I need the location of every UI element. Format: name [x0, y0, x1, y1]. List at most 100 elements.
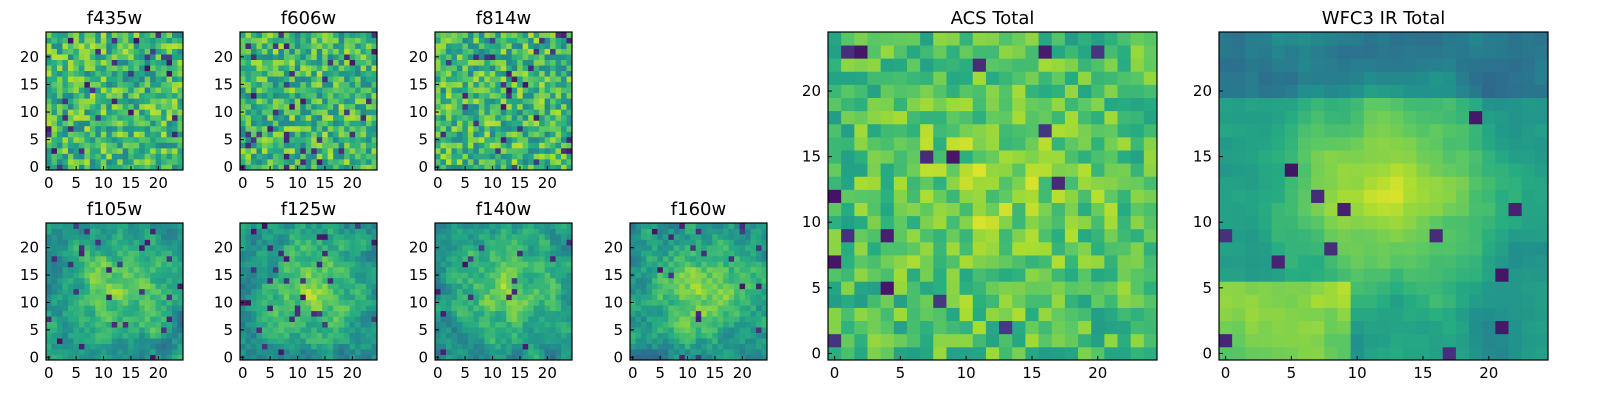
heatmap-cell	[495, 109, 502, 116]
heatmap-cell	[544, 65, 551, 72]
heatmap-cell	[657, 233, 664, 240]
heatmap-cell	[880, 320, 895, 335]
heatmap-cell	[456, 153, 463, 160]
heatmap-cell	[506, 59, 513, 66]
heatmap-cell	[695, 239, 702, 246]
heatmap-cell	[673, 349, 680, 355]
heatmap-cell	[972, 333, 987, 348]
heatmap-cell	[728, 299, 735, 306]
heatmap-cell	[657, 349, 664, 355]
heatmap-cell	[933, 346, 947, 361]
heatmap-cell	[311, 54, 318, 60]
heatmap-cell	[294, 92, 301, 99]
heatmap-cell	[1012, 346, 1026, 361]
heatmap-cell	[679, 261, 686, 268]
heatmap-cell	[533, 125, 540, 132]
heatmap-cell	[745, 321, 751, 328]
heatmap-cell	[500, 228, 507, 235]
heatmap-cell	[133, 103, 140, 110]
heatmap-cell	[128, 239, 135, 246]
heatmap-cell	[533, 228, 540, 235]
heatmap-cell	[489, 305, 496, 312]
heatmap-cell	[289, 255, 296, 262]
heatmap-cell	[89, 239, 96, 246]
heatmap-cell	[451, 65, 458, 72]
heatmap-cell	[366, 98, 372, 105]
heatmap-cell	[283, 59, 290, 66]
heatmap-cell	[333, 65, 340, 72]
heatmap-cell	[690, 288, 697, 295]
heatmap-cell	[451, 76, 458, 83]
heatmap-cell	[300, 76, 307, 83]
heatmap-cell	[300, 103, 307, 110]
heatmap-cell	[739, 239, 746, 246]
heatmap-cell	[500, 277, 507, 284]
heatmap-cell	[668, 327, 675, 333]
heatmap-cell	[533, 103, 540, 110]
heatmap-cell	[723, 288, 730, 295]
x-tick-label: 15	[121, 364, 140, 382]
heatmap-cell	[533, 349, 540, 355]
heatmap-cell	[245, 65, 252, 72]
heatmap-cell	[478, 272, 485, 279]
heatmap-cell	[495, 349, 502, 355]
heatmap-cell	[267, 81, 274, 88]
heatmap-cell	[133, 147, 140, 154]
heatmap-cell	[51, 81, 58, 88]
heatmap-cell	[366, 136, 372, 143]
heatmap-cell	[489, 223, 496, 229]
heatmap-cell	[73, 142, 80, 149]
heatmap-cell	[111, 153, 118, 160]
heatmap-cell	[338, 164, 345, 171]
heatmap-cell	[245, 338, 252, 344]
heatmap-cell	[640, 283, 647, 290]
heatmap-cell	[261, 272, 268, 279]
heatmap-cell	[467, 37, 474, 44]
heatmap-cell	[517, 228, 524, 235]
heatmap-cell	[355, 103, 361, 110]
heatmap-cell	[893, 307, 908, 322]
heatmap-cell	[489, 32, 496, 38]
heatmap-cell	[371, 233, 378, 240]
heatmap-cell	[311, 59, 318, 66]
heatmap-cell	[1051, 136, 1066, 151]
heatmap-cell	[500, 147, 507, 154]
heatmap-cell	[166, 349, 173, 355]
heatmap-cell	[484, 277, 491, 284]
x-tick-label: 5	[655, 364, 665, 382]
heatmap-cell	[256, 349, 263, 355]
heatmap-cell	[122, 283, 129, 290]
heatmap-cell	[46, 228, 52, 235]
heatmap-cell	[484, 310, 491, 317]
heatmap-cell	[761, 283, 768, 290]
heatmap-cell	[261, 299, 268, 306]
heatmap-cell	[646, 332, 653, 339]
heatmap-cell	[985, 320, 1000, 335]
heatmap-cell	[533, 310, 540, 317]
heatmap-cell	[478, 120, 485, 127]
heatmap-cell	[172, 147, 178, 154]
heatmap-cell	[706, 299, 713, 306]
heatmap-cell	[95, 65, 102, 72]
heatmap-cell	[854, 307, 868, 322]
heatmap-cell	[566, 354, 573, 361]
heatmap-cell	[311, 32, 318, 38]
heatmap-cell	[278, 114, 285, 121]
heatmap-cell	[506, 321, 513, 328]
heatmap-cell	[640, 266, 647, 273]
heatmap-cell	[338, 59, 345, 66]
heatmap-cell	[561, 81, 567, 88]
heatmap-cell	[723, 239, 730, 246]
heatmap-cell	[712, 239, 719, 246]
heatmap-cell	[95, 228, 102, 235]
heatmap-cell	[139, 233, 146, 240]
heatmap-cell	[106, 316, 113, 323]
heatmap-cell	[933, 202, 947, 217]
heatmap-cell	[906, 333, 921, 348]
heatmap-cell	[344, 32, 350, 38]
heatmap-cell	[155, 266, 162, 273]
heatmap-cell	[245, 43, 252, 49]
heatmap-cell	[117, 294, 124, 301]
heatmap-cell	[435, 261, 441, 268]
